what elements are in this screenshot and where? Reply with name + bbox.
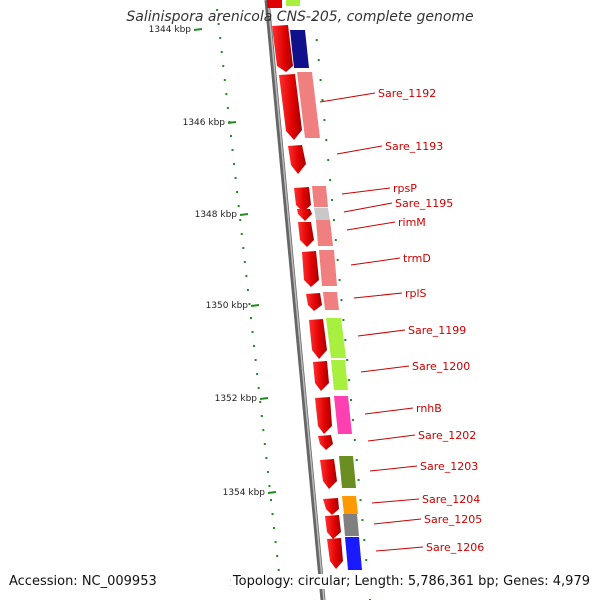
gene-box — [343, 514, 359, 536]
strand-arrow — [297, 209, 312, 221]
genome-backbone — [264, 0, 326, 600]
gene-label: Sare_1202 — [418, 429, 476, 442]
gene-leader-line — [346, 221, 396, 231]
gene-box — [319, 250, 337, 286]
ruler-tick — [259, 397, 269, 400]
strand-arrow — [323, 498, 339, 515]
gene-boxes — [290, 30, 362, 570]
gene-box — [331, 360, 348, 390]
strand-arrow — [279, 74, 302, 140]
ruler-tick — [267, 491, 277, 494]
strand-arrow — [327, 538, 343, 569]
gene-leader-line — [357, 329, 406, 337]
gene-box — [312, 186, 328, 207]
ruler-tick — [239, 213, 249, 216]
gene-label: Sare_1200 — [412, 360, 470, 373]
topology-text: Topology: circular; Length: 5,786,361 bp… — [230, 574, 590, 589]
gene-box — [342, 496, 358, 514]
strand-arrow — [313, 361, 329, 391]
gene-label: Sare_1199 — [408, 324, 466, 337]
gene-label: rimM — [398, 216, 426, 229]
gene-leader-line — [319, 92, 376, 103]
gene-label: Sare_1205 — [424, 513, 482, 526]
gene-label: Sare_1193 — [385, 140, 443, 153]
ruler-label: 1350 kbp — [206, 301, 249, 311]
ruler-label: 1348 kbp — [195, 210, 238, 220]
strand-arrow — [288, 145, 306, 174]
strand-arrow — [309, 319, 327, 359]
strand-arrow — [325, 515, 341, 539]
accession-text: Accession: NC_009953 — [9, 574, 157, 589]
gene-leader-line — [373, 518, 422, 525]
ruler: 1344 kbp 1346 kbp 1348 kbp 1350 kbp 1352 kbp… — [149, 25, 284, 589]
ruler-label: 1354 kbp — [223, 488, 266, 498]
gene-leader-line — [360, 365, 410, 373]
gene-leader-line — [364, 407, 414, 415]
gene-box — [290, 30, 309, 68]
gene-box — [323, 292, 339, 310]
page-title: Salinispora arenicola CNS-205, complete … — [126, 9, 474, 25]
gene-leader-line — [369, 465, 418, 472]
ruler-tick — [193, 28, 203, 31]
ruler-dots — [216, 9, 371, 600]
gene-label: rnhB — [416, 402, 442, 415]
gene-leader-line — [343, 202, 393, 213]
gene-label: Sare_1206 — [426, 541, 484, 554]
gene-box — [314, 208, 330, 220]
partial-top-arrow — [267, 0, 282, 8]
gene-leader-line — [341, 187, 391, 195]
gene-box — [339, 456, 356, 488]
ruler-label: 1352 kbp — [215, 394, 258, 404]
gene-box — [297, 72, 320, 138]
strand-arrow — [306, 293, 322, 311]
ruler-tick — [250, 304, 260, 307]
gene-box — [316, 220, 333, 246]
strand-arrow — [272, 25, 293, 72]
gene-label: trmD — [403, 252, 431, 265]
reverse-strand-arrows — [272, 25, 343, 569]
gene-box — [345, 537, 362, 570]
gene-box — [334, 396, 352, 434]
ruler-label: 1344 kbp — [149, 25, 192, 35]
gene-label: Sare_1192 — [378, 87, 436, 100]
gene-label: Sare_1195 — [395, 197, 453, 210]
gene-leader-line — [353, 292, 403, 299]
strand-arrow — [320, 459, 337, 489]
gene-label: rpsP — [393, 182, 417, 195]
partial-top-gene-box — [286, 0, 300, 6]
gene-leader-line — [375, 546, 424, 552]
gene-leader-line — [371, 498, 420, 504]
gene-box — [326, 318, 346, 358]
gene-leader-line — [350, 257, 401, 266]
strand-arrow — [294, 187, 311, 212]
gene-leader-line — [367, 434, 416, 442]
gene-label: Sare_1204 — [422, 493, 480, 506]
strand-arrow — [302, 251, 319, 287]
ruler-tick — [227, 121, 237, 124]
strand-arrow — [318, 435, 333, 450]
strand-arrow — [315, 397, 332, 434]
gene-label: rplS — [405, 287, 427, 300]
gene-label: Sare_1203 — [420, 460, 478, 473]
gene-labels: Sare_1192 Sare_1193 rpsP Sare_1195 rimM trmD r… — [319, 87, 484, 554]
strand-arrow — [298, 222, 314, 247]
gene-leader-line — [336, 145, 383, 155]
ruler-label: 1346 kbp — [183, 118, 226, 128]
